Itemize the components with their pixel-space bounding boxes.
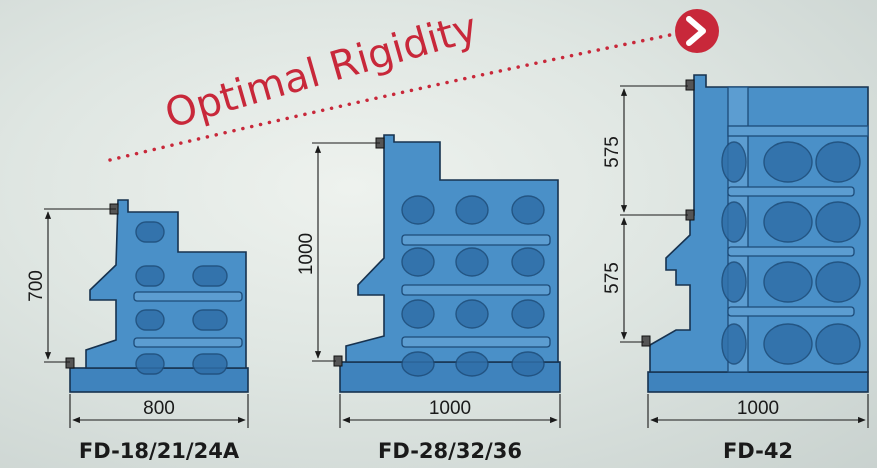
height-label: 700 — [26, 270, 47, 302]
model-name: FD-18/21/24A — [79, 439, 240, 463]
height-label: 1000 — [296, 233, 317, 275]
width-label: 1000 — [429, 398, 471, 419]
width-label: 800 — [143, 398, 175, 419]
machine-fd-18 — [65, 199, 249, 393]
headline-text: Optimal Rigidity — [160, 5, 482, 138]
model-name: FD-42 — [723, 439, 793, 463]
chevron-right-icon[interactable] — [675, 9, 719, 53]
machine-fd-42 — [641, 74, 869, 393]
width-label: 1000 — [737, 398, 779, 419]
height-label-upper: 575 — [602, 136, 623, 168]
model-name: FD-28/32/36 — [378, 439, 522, 463]
height-label-lower: 575 — [602, 262, 623, 294]
machine-fd-28 — [333, 134, 561, 393]
trend-dotted-line — [108, 33, 672, 162]
